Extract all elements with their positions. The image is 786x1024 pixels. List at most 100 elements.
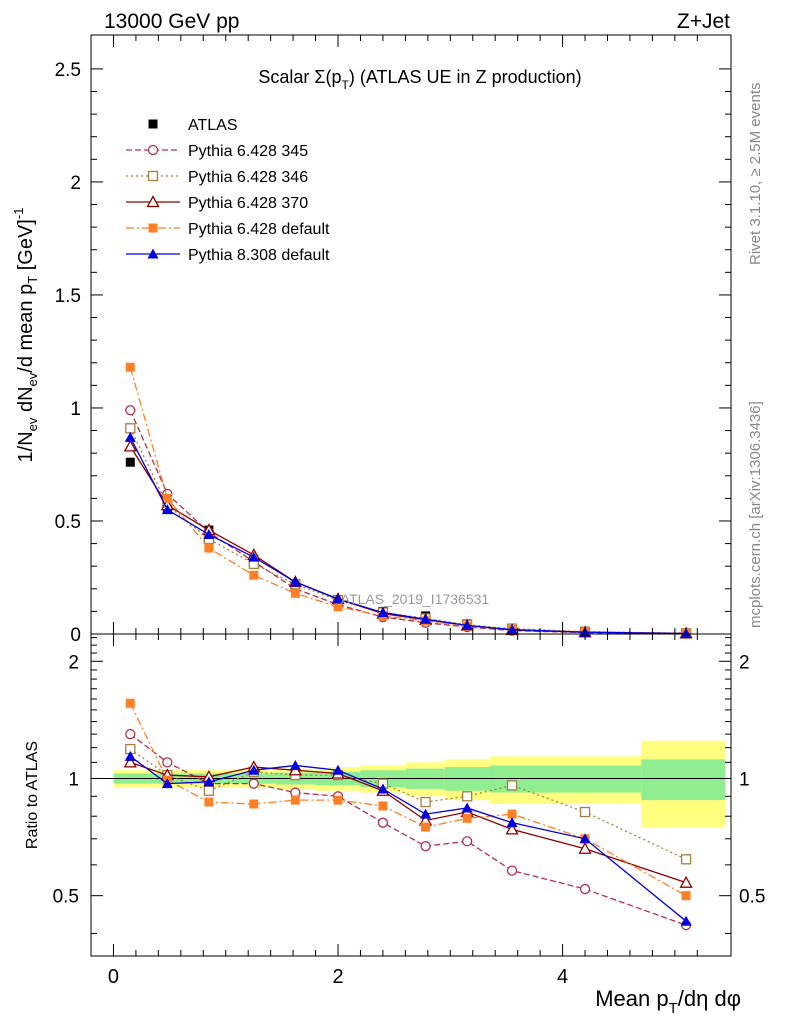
y-tick-label: 2: [70, 173, 81, 194]
data-point: [332, 593, 344, 604]
watermark: ATLAS_2019_I1736531: [341, 591, 490, 607]
data-point: [125, 423, 136, 434]
header-right: Z+Jet: [677, 10, 730, 33]
data-point: [161, 778, 173, 789]
ratio-panel: 0.5 0.5 1 1 2 2 0 2 4 Ratio to ATLAS Mean pT/dη …: [24, 633, 765, 1017]
legend-entry: ATLAS: [148, 117, 238, 134]
main-axes: 0 0.5 1 1.5 2 2.5: [55, 35, 731, 646]
data-point: [248, 764, 260, 775]
main-ylabel: 1/Nev dNev/d mean pT [GeV]-1: [11, 208, 40, 463]
y-tick-label: 0: [70, 625, 81, 646]
ratio-ylabel: Ratio to ATLAS: [24, 741, 41, 849]
legend-marker: [147, 144, 159, 156]
y-tick-label: 1: [70, 399, 81, 420]
data-point: [680, 915, 692, 926]
data-point: [506, 817, 518, 828]
data-point: [506, 780, 518, 791]
legend-label: Pythia 6.428 370: [188, 195, 308, 212]
y-tick-label: 1.5: [55, 286, 81, 307]
band-inner: [534, 765, 642, 793]
legend-label: Pythia 8.308 default: [188, 247, 330, 264]
series-line: [129, 437, 687, 635]
data-point: [421, 822, 431, 832]
data-point: [203, 776, 215, 787]
series-pythia-8-308-default: [124, 431, 692, 639]
data-point: [461, 836, 473, 847]
ratio-axes: 0.5 0.5 1 1 2 2 0 2 4: [53, 634, 765, 988]
ratio-frame: [90, 633, 732, 957]
band-inner: [641, 759, 726, 801]
legend-entry: Pythia 6.428 default: [126, 221, 330, 238]
x-axis-label: Mean pT/dη dφ: [595, 986, 741, 1017]
data-point: [420, 613, 432, 624]
data-point: [420, 841, 431, 852]
legend-marker: [148, 223, 158, 233]
data-point: [204, 543, 214, 553]
mcplots-credit: mcplots.cern.ch [arXiv:1306.3436]: [747, 401, 764, 628]
data-point: [248, 551, 260, 562]
data-point: [125, 698, 135, 708]
data-point: [289, 576, 301, 587]
data-point: [290, 588, 300, 598]
legend-label: Pythia 6.428 346: [188, 169, 308, 186]
legend-marker: [148, 119, 158, 129]
data-point: [461, 802, 473, 813]
legend-label: Pythia 6.428 default: [188, 221, 330, 238]
data-point: [681, 891, 691, 901]
x-tick-label: 2: [332, 966, 343, 988]
rivet-credit: Rivet 3.1.10, ≥ 2.5M events: [747, 83, 764, 266]
data-point: [461, 791, 473, 802]
legend-entry: Pythia 6.428 345: [126, 143, 308, 160]
data-point: [289, 759, 301, 770]
data-point: [420, 796, 431, 808]
data-point: [506, 624, 518, 635]
data-point: [377, 607, 389, 618]
data-point: [505, 822, 519, 835]
x-tick-label: 4: [557, 966, 568, 988]
ratio-y-tick-label: 1: [68, 769, 79, 790]
data-point: [248, 778, 259, 789]
data-point: [161, 504, 173, 515]
data-point: [332, 764, 344, 775]
data-point: [377, 817, 389, 828]
series-line: [129, 733, 687, 926]
data-point: [333, 602, 343, 612]
data-point: [333, 795, 343, 805]
data-point: [203, 529, 215, 540]
ratio-y-tick-label-right: 1: [739, 769, 750, 790]
data-point: [204, 797, 214, 807]
legend-entry: Pythia 8.308 default: [126, 247, 330, 264]
ratio-y-tick-label: 2: [68, 652, 79, 673]
data-point: [680, 854, 692, 865]
data-point: [249, 799, 259, 809]
data-point: [420, 808, 432, 819]
data-point: [461, 619, 473, 630]
data-point: [506, 865, 518, 876]
series-line: [129, 755, 687, 922]
main-title: Scalar Σ(pT) (ATLAS UE in Z production): [258, 67, 581, 92]
data-point: [377, 783, 389, 794]
series-pythia-8-308-default: [124, 750, 692, 926]
data-point: [123, 439, 137, 452]
data-point: [125, 362, 135, 372]
main-plot-content: [123, 362, 693, 639]
data-point: [579, 833, 591, 844]
data-point: [680, 628, 692, 639]
legend-entry: Pythia 6.428 346: [126, 169, 308, 186]
data-point: [378, 801, 388, 811]
data-point: [578, 841, 592, 854]
legend-label: Pythia 6.428 345: [188, 143, 308, 160]
data-point: [125, 405, 136, 416]
main-panel: 0 0.5 1 1.5 2 2.5 Scalar Σ(pT) (ATLAS UE in Z…: [11, 34, 732, 646]
legend-marker: [146, 195, 160, 208]
ratio-y-tick-label: 0.5: [53, 887, 79, 908]
data-point: [162, 493, 172, 503]
data-point: [579, 806, 591, 818]
ratio-y-tick-label-right: 0.5: [739, 887, 765, 908]
data-point: [507, 809, 517, 819]
y-tick-label: 0.5: [55, 512, 81, 533]
data-point: [125, 728, 136, 740]
main-frame: [90, 34, 732, 635]
ratio-y-tick-label-right: 2: [739, 652, 750, 673]
